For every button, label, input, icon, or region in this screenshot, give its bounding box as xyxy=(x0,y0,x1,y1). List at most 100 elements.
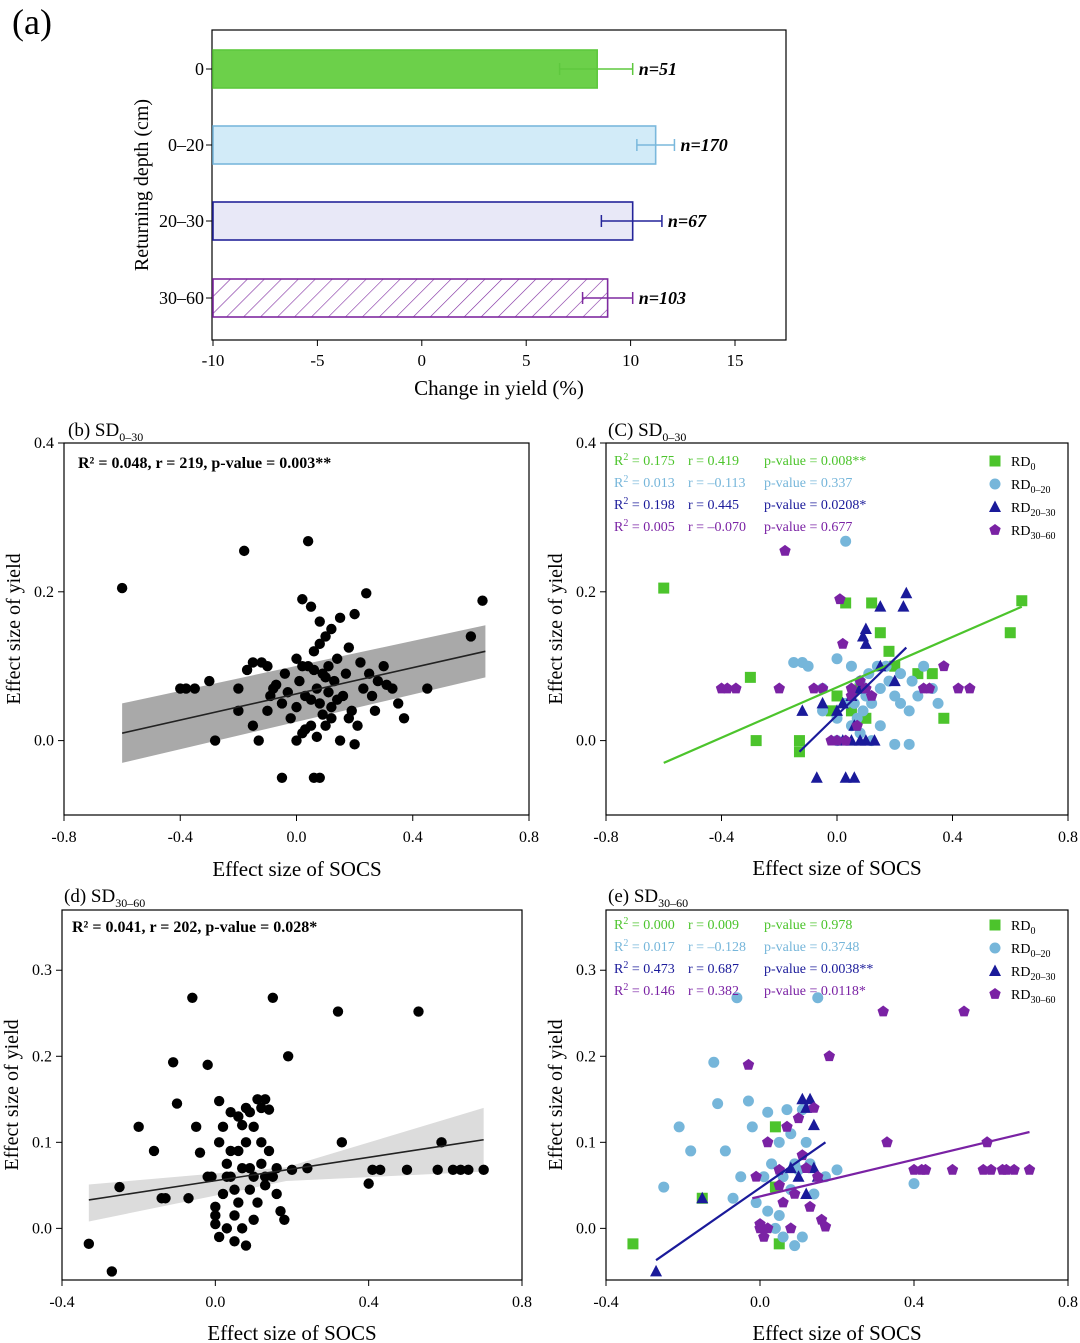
c-data-point xyxy=(825,705,837,717)
d-data-point xyxy=(478,1164,489,1176)
c-data-point xyxy=(834,593,846,605)
c-data-point xyxy=(889,690,901,702)
c-data-point xyxy=(816,682,829,694)
d-data-point xyxy=(229,1184,240,1195)
e-data-point xyxy=(777,1196,789,1208)
c-data-point xyxy=(839,771,852,783)
b-data-point xyxy=(262,705,273,717)
c-legend-label: RD20–30 xyxy=(1011,501,1055,519)
c-data-point xyxy=(744,671,756,683)
c-data-point xyxy=(848,771,861,783)
d-xtick-label: 0.0 xyxy=(205,1294,225,1311)
c-data-point xyxy=(889,660,901,672)
c-data-point xyxy=(788,656,800,668)
c-data-point xyxy=(868,734,881,746)
c-fit-line xyxy=(663,605,1023,764)
b-data-point xyxy=(291,735,302,746)
c-data-point xyxy=(912,668,924,680)
c-data-point xyxy=(923,682,936,694)
b-data-point xyxy=(305,694,317,705)
e-data-point xyxy=(788,1188,801,1199)
d-xtick-label: 0.4 xyxy=(359,1294,379,1311)
c-xtick-label: -0.4 xyxy=(709,829,734,846)
c-data-point xyxy=(859,734,872,746)
e-stat-r2: R2 = 0.473 xyxy=(614,960,675,977)
panel-b-ylabel: Effect size of yield xyxy=(3,553,25,704)
e-data-point xyxy=(773,1209,785,1221)
e-data-point xyxy=(746,1121,758,1133)
d-data-point xyxy=(229,1210,240,1221)
e-data-point xyxy=(800,1187,813,1199)
e-data-point xyxy=(719,1145,731,1157)
c-data-point xyxy=(952,682,964,694)
e-data-point xyxy=(808,1101,820,1113)
d-data-point xyxy=(213,1231,225,1243)
b-xtick-label: 0.0 xyxy=(287,829,307,846)
e-xtick-label: -0.4 xyxy=(593,1294,618,1311)
e-data-point xyxy=(796,1231,808,1243)
e-data-point xyxy=(919,1163,932,1175)
c-data-point xyxy=(903,705,915,717)
e-data-point xyxy=(977,1163,989,1175)
e-stat-p: p-value = 0.0118* xyxy=(764,984,866,999)
c-legend-marker xyxy=(989,455,1001,467)
b-data-point xyxy=(465,631,477,642)
b-data-point xyxy=(355,657,366,668)
b-data-point xyxy=(314,616,325,627)
d-data-point xyxy=(256,1137,267,1148)
c-data-point xyxy=(845,705,857,717)
panel-a-n-label: n=51 xyxy=(639,59,677,79)
c-xtick-label: 0.0 xyxy=(827,829,847,846)
panel-e-plot-frame xyxy=(605,909,1069,1281)
d-xtick-label: -0.4 xyxy=(49,1294,74,1311)
panel-a-bar-chart: (a) Returning depth (cm) Change in yield… xyxy=(12,2,787,400)
e-xtick-label: 0.8 xyxy=(1058,1294,1078,1311)
d-data-point xyxy=(302,1162,313,1174)
b-data-point xyxy=(352,720,363,731)
d-data-point xyxy=(202,1059,213,1071)
d-data-point xyxy=(263,1145,275,1157)
c-data-point xyxy=(883,645,895,657)
b-data-point xyxy=(247,720,259,731)
e-data-point xyxy=(807,1161,820,1174)
b-ytick-label: 0.4 xyxy=(34,435,54,452)
panel-b-title: (b) SD0–30 xyxy=(68,420,143,444)
b-data-point xyxy=(314,638,325,650)
b-data-point xyxy=(320,672,331,683)
d-data-point xyxy=(252,1094,263,1105)
c-stat-r2: R2 = 0.198 xyxy=(614,496,675,513)
d-data-point xyxy=(248,1121,259,1133)
panel-d-stats: R² = 0.041, r = 202, p-value = 0.028* xyxy=(72,919,317,936)
b-data-point xyxy=(276,698,288,709)
d-data-point xyxy=(244,1162,256,1174)
c-data-point xyxy=(903,738,915,750)
b-data-point xyxy=(291,653,302,664)
e-data-point xyxy=(800,1162,812,1173)
b-data-point xyxy=(302,536,314,547)
c-stat-r2: R2 = 0.013 xyxy=(614,474,675,491)
b-data-point xyxy=(297,594,308,605)
c-xtick-label: 0.4 xyxy=(943,829,963,846)
e-data-point xyxy=(766,1158,778,1170)
d-data-point xyxy=(160,1193,171,1204)
e-data-point xyxy=(785,1222,797,1234)
c-data-point xyxy=(897,600,910,612)
b-data-point xyxy=(381,679,392,690)
c-data-point xyxy=(895,697,907,709)
c-data-point xyxy=(889,738,901,750)
panel-b-xlabel: Effect size of SOCS xyxy=(212,857,381,881)
c-stat-r: r = –0.070 xyxy=(688,520,746,535)
b-data-point xyxy=(297,661,308,672)
d-data-point xyxy=(259,1180,271,1191)
e-data-point xyxy=(731,992,743,1004)
panel-a-xlabel: Change in yield (%) xyxy=(414,376,584,400)
c-data-point xyxy=(802,660,814,672)
e-data-point xyxy=(742,1058,755,1070)
d-data-point xyxy=(463,1164,474,1176)
e-data-point xyxy=(804,1200,816,1212)
e-data-point xyxy=(792,1170,805,1182)
b-data-point xyxy=(241,664,253,676)
e-data-point xyxy=(735,1171,747,1183)
panel-d-scatter: (d) SD30–60 R² = 0.041, r = 202, p-value… xyxy=(1,886,532,1343)
